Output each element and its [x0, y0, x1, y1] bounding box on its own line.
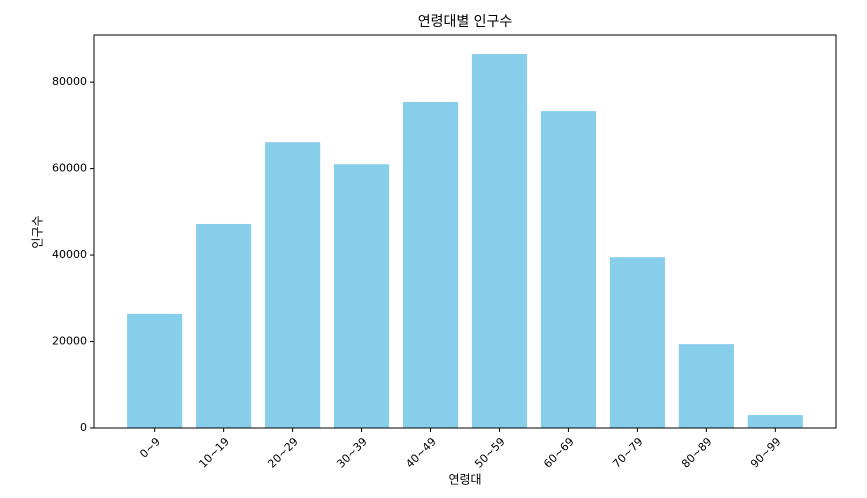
- x-tick-label: 80~89: [679, 435, 715, 471]
- bar: [540, 111, 597, 428]
- y-axis-label: 인구수: [31, 215, 45, 248]
- plot-frame: [93, 34, 837, 429]
- bar: [609, 257, 665, 428]
- bar: [747, 415, 803, 428]
- x-tick-label: 0~9: [137, 435, 163, 461]
- y-tick-label: 40000: [52, 248, 87, 261]
- chart-title: 연령대별 인구수: [418, 14, 513, 30]
- x-tick-label: 30~39: [334, 435, 370, 471]
- y-tick-label: 20000: [52, 335, 87, 348]
- bar: [471, 54, 528, 428]
- x-tick-label: 90~99: [748, 435, 784, 471]
- bar: [333, 164, 390, 428]
- y-tick-label: 80000: [52, 75, 87, 88]
- x-tick-label: 50~59: [472, 435, 508, 471]
- bar: [196, 223, 252, 428]
- bar: [265, 142, 321, 428]
- x-tick-label: 40~49: [403, 435, 439, 471]
- x-tick-label: 70~79: [610, 435, 646, 471]
- bar: [127, 313, 183, 428]
- y-tick-label: 60000: [52, 162, 87, 175]
- x-tick-label: 10~19: [196, 435, 232, 471]
- y-tick-label: 0: [80, 421, 87, 434]
- x-tick-label: 60~69: [541, 435, 577, 471]
- x-tick-label: 20~29: [265, 435, 301, 471]
- bar: [678, 344, 734, 428]
- x-axis-label: 연령대: [448, 473, 481, 487]
- bar: [402, 102, 459, 429]
